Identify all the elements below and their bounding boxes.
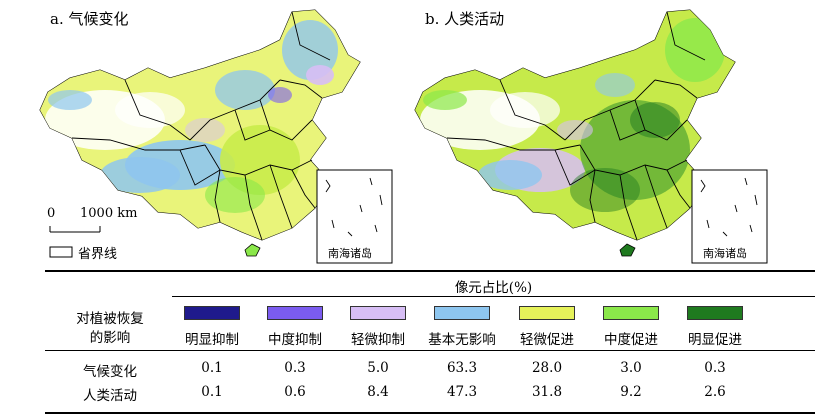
inset-islands	[700, 177, 758, 237]
legend-swatch-4	[434, 306, 490, 320]
row-header-line2: 的影响	[89, 330, 131, 346]
legend-category-label-2: 中度抑制	[268, 332, 322, 348]
table-cell: 8.4	[367, 384, 389, 400]
panel-title-human: b. 人类活动	[425, 10, 505, 28]
table-cell: 2.6	[704, 384, 726, 400]
boundary-legend-label: 省界线	[78, 247, 118, 262]
legend-category-label-4: 基本无影响	[428, 332, 496, 348]
inset-islands	[325, 177, 383, 237]
table-cell: 47.3	[446, 384, 478, 400]
pixel-share-table: 像元占比(%) 对植被恢复 的影响 明显抑制 中度抑制 轻微抑制 基本无影响 轻微促进 中…	[0, 268, 823, 416]
table-cell: 0.1	[201, 360, 223, 376]
legend-swatch-3	[350, 306, 406, 320]
legend-category-label-1: 明显抑制	[185, 332, 239, 348]
hainan-island	[244, 243, 261, 257]
legend-swatch-7	[687, 306, 743, 320]
scale-zero: 0	[47, 206, 56, 221]
table-header-group: 像元占比(%)	[454, 280, 533, 296]
table-cell: 3.0	[620, 360, 642, 376]
boundary-legend-swatch	[49, 246, 73, 258]
table-cell: 5.0	[367, 360, 389, 376]
legend-swatch-2	[267, 306, 323, 320]
table-cell: 0.1	[201, 384, 223, 400]
legend-swatch-1	[184, 306, 240, 320]
china-map-climate	[39, 9, 393, 264]
table-cell: 0.6	[284, 384, 306, 400]
table-cell: 28.0	[531, 360, 563, 376]
inset-label-climate: 南海诸岛	[328, 247, 372, 260]
table-cell: 0.3	[704, 360, 726, 376]
legend-category-label-3: 轻微抑制	[351, 332, 405, 348]
legend-category-label-7: 明显促进	[688, 332, 742, 348]
inset-label-human: 南海诸岛	[703, 247, 747, 260]
province-boundaries-human	[446, 11, 706, 241]
table-cell: 9.2	[620, 384, 642, 400]
map-panel-climate: a. 气候变化 南海诸岛 0 1000 km 省界线	[30, 0, 410, 270]
table-row-label: 人类活动	[83, 388, 137, 404]
scale-distance: 1000 km	[80, 206, 138, 221]
table-top-rule	[45, 270, 815, 272]
table-row-header: 对植被恢复 的影响	[50, 310, 170, 348]
province-boundaries-climate	[71, 11, 331, 241]
table-cell: 63.3	[446, 360, 478, 376]
hainan-island	[619, 243, 636, 257]
legend-category-label-6: 中度促进	[604, 332, 658, 348]
panel-title-climate: a. 气候变化	[50, 10, 129, 28]
legend-swatch-6	[603, 306, 659, 320]
table-cell: 31.8	[531, 384, 563, 400]
row-header-line1: 对植被恢复	[76, 311, 144, 327]
table-bottom-rule	[45, 412, 815, 414]
china-map-human	[414, 9, 768, 264]
table-header-rule	[172, 296, 815, 297]
legend-category-label-5: 轻微促进	[520, 332, 574, 348]
table-row-label: 气候变化	[83, 364, 137, 380]
table-mid-rule	[45, 350, 815, 351]
table-cell: 0.3	[284, 360, 306, 376]
legend-swatch-5	[519, 306, 575, 320]
map-panel-human: b. 人类活动 南海诸岛	[405, 0, 785, 270]
